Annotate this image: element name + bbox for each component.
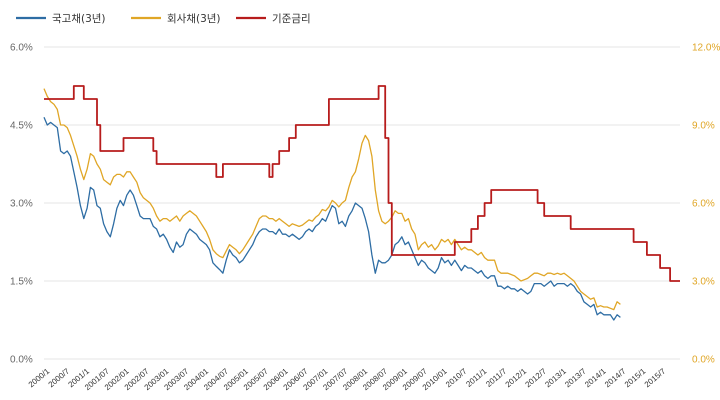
legend-label-3: 기준금리 bbox=[272, 13, 311, 25]
y-right-tick-label: 9.0% bbox=[692, 121, 715, 132]
y-left-tick-label: 1.5% bbox=[10, 277, 33, 288]
x-tick-label: 2014/7 bbox=[603, 366, 628, 389]
y-left-tick-label: 0.0% bbox=[10, 355, 33, 366]
series-line-2 bbox=[43, 88, 621, 311]
x-tick-label: 2011/1 bbox=[464, 366, 488, 389]
y-right-tick-label: 3.0% bbox=[692, 277, 715, 288]
series-line-3 bbox=[44, 85, 680, 282]
x-tick-label: 2013/1 bbox=[543, 366, 568, 389]
x-tick-label: 2015/1 bbox=[623, 366, 648, 389]
x-tick-label: 2015/7 bbox=[643, 366, 668, 389]
y-left-tick-label: 6.0% bbox=[10, 43, 33, 54]
x-tick-label: 2000/7 bbox=[47, 366, 72, 389]
x-tick-label: 2012/7 bbox=[524, 366, 549, 389]
y-left-tick-label: 4.5% bbox=[10, 121, 33, 132]
y-right-tick-label: 0.0% bbox=[692, 355, 715, 366]
x-tick-label: 2014/1 bbox=[583, 366, 608, 389]
legend: 국고채(3년) 회사채(3년) 기준금리 bbox=[16, 13, 311, 25]
right-axis: 0.0% 3.0% 6.0% 9.0% 12.0% bbox=[692, 43, 720, 366]
grid bbox=[44, 46, 680, 360]
x-tick-label: 2000/1 bbox=[27, 366, 52, 389]
legend-label-1: 국고채(3년) bbox=[52, 13, 106, 25]
series-line-1 bbox=[43, 116, 621, 321]
x-tick-label: 2013/7 bbox=[563, 366, 588, 389]
x-axis: 2000/12000/72001/12001/072002/012002/072… bbox=[27, 366, 668, 392]
left-axis: 0.0% 1.5% 3.0% 4.5% 6.0% bbox=[10, 43, 33, 366]
y-left-tick-label: 3.0% bbox=[10, 199, 33, 210]
x-tick-label: 2012/1 bbox=[504, 366, 529, 389]
y-right-tick-label: 6.0% bbox=[692, 199, 715, 210]
series-lines bbox=[43, 85, 680, 321]
legend-label-2: 회사채(3년) bbox=[167, 13, 221, 25]
y-right-tick-label: 12.0% bbox=[692, 43, 720, 54]
x-tick-label: 2010/7 bbox=[444, 366, 469, 389]
